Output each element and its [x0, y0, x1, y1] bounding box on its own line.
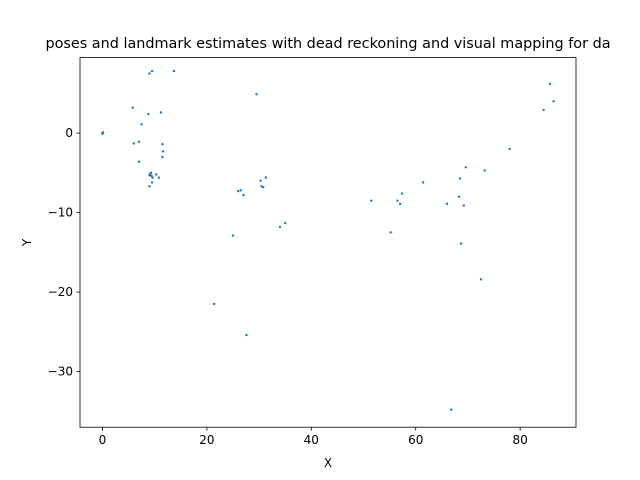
- x-tick-label: 0: [99, 433, 107, 447]
- data-point: [462, 204, 465, 207]
- x-axis-label: X: [324, 456, 332, 470]
- data-point: [137, 140, 141, 144]
- data-point: [479, 278, 483, 281]
- data-point: [237, 189, 240, 193]
- data-point: [147, 112, 150, 116]
- data-point: [150, 181, 154, 184]
- data-point: [262, 185, 265, 189]
- data-point: [396, 199, 399, 202]
- y-tick-label: 0: [65, 126, 73, 140]
- data-point: [552, 100, 555, 103]
- data-point: [278, 225, 282, 229]
- data-point: [255, 92, 258, 96]
- data-point: [450, 408, 453, 411]
- y-axis-label: Y: [20, 238, 34, 247]
- data-point: [148, 173, 152, 176]
- data-point: [370, 199, 373, 202]
- data-point: [140, 123, 143, 126]
- data-point: [148, 185, 151, 188]
- data-point: [457, 195, 461, 198]
- data-point: [283, 221, 287, 225]
- data-point: [159, 111, 163, 114]
- data-point: [483, 169, 486, 172]
- y-tick-label: −30: [48, 365, 73, 379]
- x-tick-label: 80: [512, 433, 527, 447]
- data-point: [231, 234, 235, 237]
- y-tick-label: −20: [48, 285, 73, 299]
- chart-title: poses and landmark estimates with dead r…: [45, 36, 610, 52]
- data-point: [172, 69, 176, 73]
- data-point: [155, 173, 158, 176]
- plot-frame: [79, 57, 577, 428]
- y-axis-ticks: −30 −20 −10 0: [48, 126, 80, 379]
- data-point: [242, 193, 245, 197]
- data-point: [150, 69, 154, 73]
- x-tick-label: 60: [408, 433, 423, 447]
- scatter-points: [101, 69, 555, 411]
- data-point: [542, 108, 545, 112]
- x-axis-ticks: 0 20 40 60 80: [99, 427, 528, 447]
- data-point: [459, 242, 463, 245]
- data-point: [161, 155, 164, 159]
- data-point: [157, 176, 161, 179]
- x-tick-label: 40: [304, 433, 319, 447]
- data-point: [131, 106, 134, 109]
- data-point: [151, 176, 154, 179]
- data-point: [101, 132, 104, 136]
- data-point: [137, 160, 141, 163]
- data-point: [398, 202, 402, 206]
- data-point: [508, 147, 511, 151]
- data-point: [400, 192, 404, 195]
- data-point: [389, 231, 392, 234]
- data-point: [464, 166, 468, 169]
- data-point: [259, 179, 262, 182]
- y-tick-label: −10: [48, 206, 73, 220]
- data-point: [421, 181, 425, 184]
- data-point: [161, 143, 164, 146]
- data-point: [148, 72, 151, 75]
- data-point: [458, 177, 462, 180]
- x-tick-label: 20: [199, 433, 214, 447]
- data-point: [264, 176, 268, 179]
- data-point: [212, 302, 216, 306]
- data-point: [548, 82, 552, 86]
- data-point: [239, 189, 243, 192]
- data-point: [161, 150, 165, 153]
- data-point: [445, 202, 449, 206]
- data-point: [132, 142, 135, 145]
- data-point: [245, 333, 248, 337]
